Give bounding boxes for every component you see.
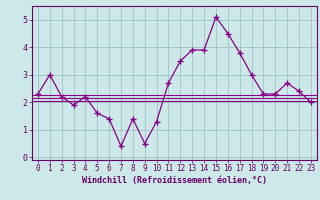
- X-axis label: Windchill (Refroidissement éolien,°C): Windchill (Refroidissement éolien,°C): [82, 176, 267, 185]
